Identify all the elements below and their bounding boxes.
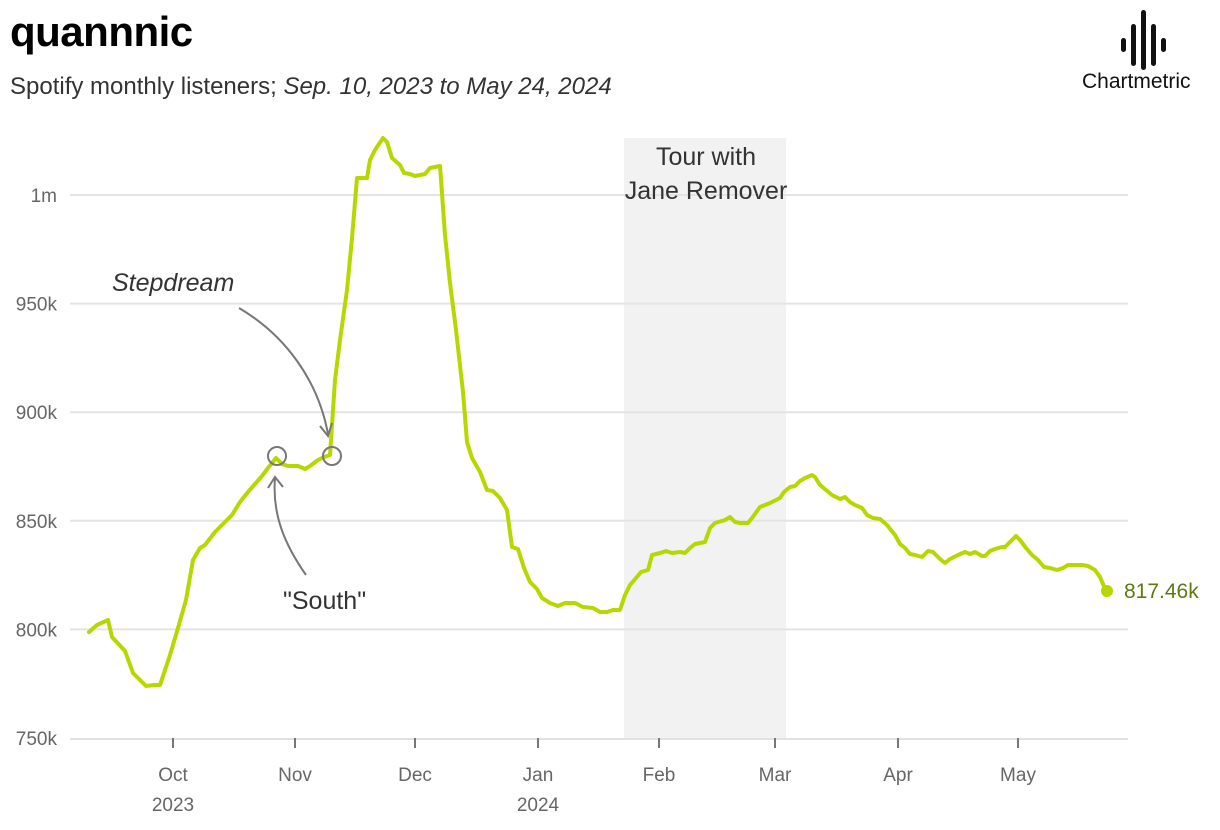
stepdream-arrow-icon xyxy=(238,307,329,435)
annotation-tour-line2: Jane Remover xyxy=(625,177,788,205)
south-marker-circle xyxy=(267,446,287,466)
annotation-south: "South" xyxy=(283,587,366,615)
x-tick-label: Feb xyxy=(643,765,676,786)
x-tick-label: Dec xyxy=(398,765,432,786)
x-tick-label: Nov xyxy=(278,765,312,786)
x-tick-label: May xyxy=(1000,765,1036,786)
x-tick-label: Apr xyxy=(883,765,913,786)
y-axis: 750k 800k 850k 900k 950k 1m xyxy=(16,186,58,750)
waveform-bars-icon xyxy=(1121,10,1166,70)
chart-title: quannnic xyxy=(10,8,193,55)
listeners-line xyxy=(87,136,1108,688)
annotation-stepdream: Stepdream xyxy=(112,269,234,297)
stepdream-marker-circle xyxy=(322,446,342,466)
x-tick-year-label: 2024 xyxy=(517,795,560,816)
annotation-tour: Tour with xyxy=(656,143,756,171)
x-tick-year-label: 2023 xyxy=(152,795,194,816)
last-value-label: 817.46k xyxy=(1124,580,1199,603)
last-value-dot xyxy=(1101,585,1113,597)
y-tick-label: 950k xyxy=(16,295,58,316)
y-tick-label: 850k xyxy=(16,512,58,533)
y-tick-label: 900k xyxy=(16,403,58,424)
y-tick-label: 750k xyxy=(16,729,58,750)
stepdream-arrowhead-icon xyxy=(319,422,333,439)
chart-subtitle: Spotify monthly listeners; Sep. 10, 2023… xyxy=(10,73,612,101)
x-axis: Oct 2023 Nov Dec Jan 2024 Feb Mar Apr May xyxy=(152,738,1036,816)
south-arrow-icon xyxy=(273,477,307,576)
gridlines xyxy=(70,194,1128,631)
x-tick-label: Oct xyxy=(158,765,188,786)
x-tick-label: Mar xyxy=(759,765,792,786)
south-arrowhead-icon xyxy=(267,475,284,489)
subtitle-date-range: Sep. 10, 2023 to May 24, 2024 xyxy=(283,73,612,100)
y-tick-label: 800k xyxy=(16,620,58,641)
y-tick-label: 1m xyxy=(31,186,57,207)
tour-shaded-region xyxy=(624,138,786,738)
subtitle-metric: Spotify monthly listeners; xyxy=(10,73,284,100)
chartmetric-logo-text: Chartmetric xyxy=(1082,70,1191,93)
x-tick-label: Jan xyxy=(523,765,554,786)
